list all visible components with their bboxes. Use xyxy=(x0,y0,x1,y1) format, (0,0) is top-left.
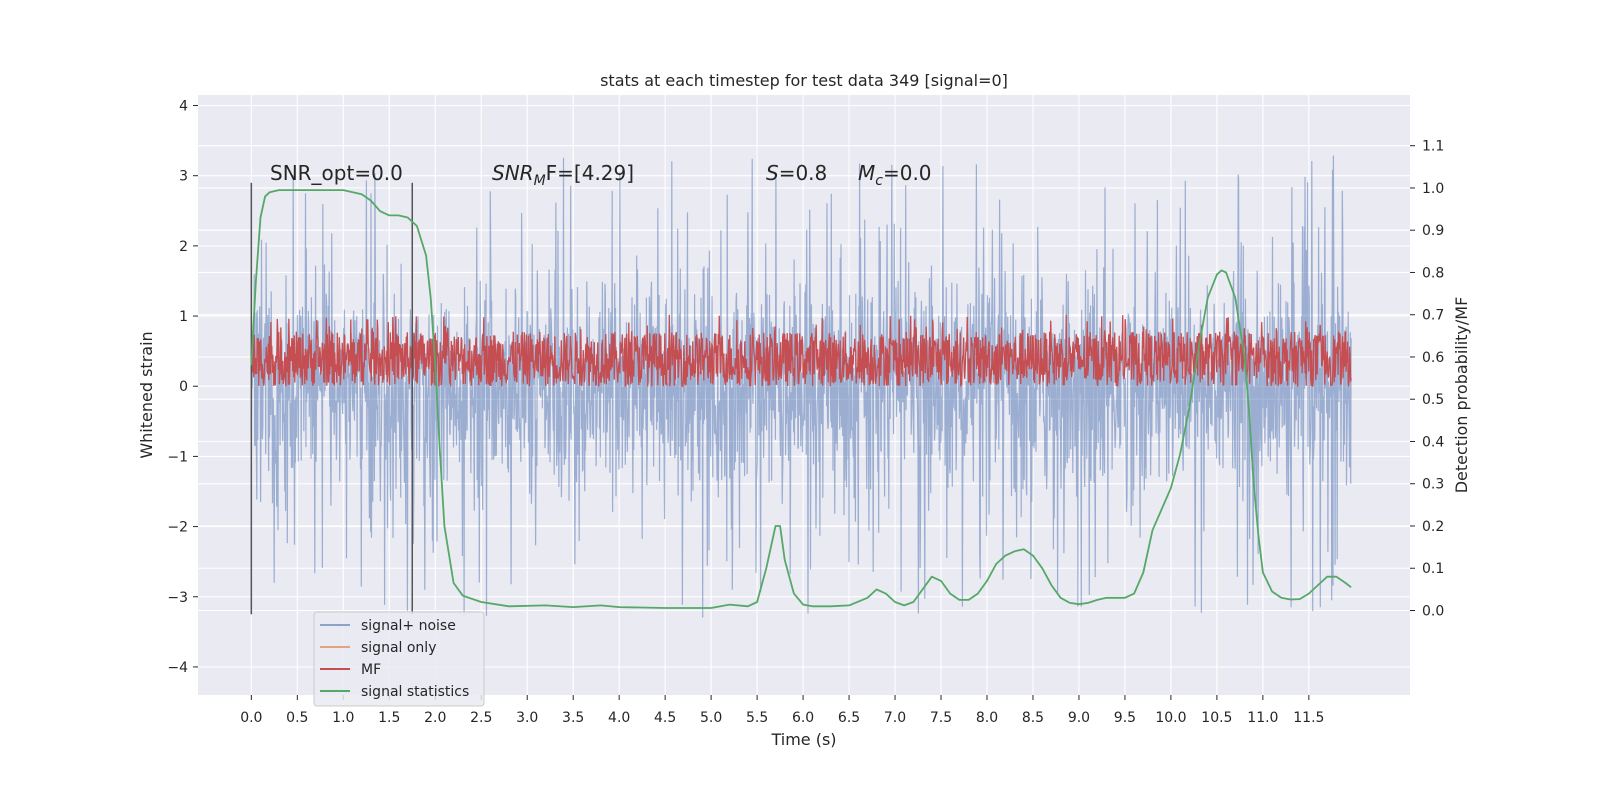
y2-tick-label: 0.5 xyxy=(1422,392,1444,408)
legend-label: signal statistics xyxy=(361,684,469,700)
annotation-mc: Mc=0.0 xyxy=(858,161,932,189)
y2-tick-label: 0.8 xyxy=(1422,265,1444,281)
y2-tick-label: 0.7 xyxy=(1422,308,1444,324)
annotation-s-rest: =0.8 xyxy=(779,161,828,185)
x-tick-label: 11.0 xyxy=(1247,710,1278,726)
y-axis-ticks: −4 −3 −2 −1 0 1 2 3 4 xyxy=(167,99,198,676)
x-tick-label: 2.0 xyxy=(424,710,446,726)
x-tick-label: 9.5 xyxy=(1114,710,1136,726)
y-tick-label: −1 xyxy=(167,449,188,465)
y-tick-label: −4 xyxy=(167,660,188,676)
annotation-mc-base: M xyxy=(858,161,875,185)
y2-tick-label: 1.0 xyxy=(1422,181,1444,197)
signal-statistics-line xyxy=(250,189,1352,609)
x-tick-label: 9.0 xyxy=(1068,710,1090,726)
annotation-mc-rest: =0.0 xyxy=(883,161,932,185)
legend-box xyxy=(313,611,485,707)
y2-tick-label: 0.3 xyxy=(1422,477,1444,493)
annotation-mc-sub: c xyxy=(875,173,883,189)
x-tick-label: 6.0 xyxy=(792,710,814,726)
x-tick-label: 3.0 xyxy=(516,710,538,726)
y2-tick-label: 0.9 xyxy=(1422,223,1444,239)
y-axis-label: Whitened strain xyxy=(137,331,156,458)
y-tick-label: −2 xyxy=(167,520,188,536)
legend: signal+ noise signal only MF signal statist… xyxy=(313,611,485,707)
vertical-lines xyxy=(250,182,414,615)
x-tick-label: 10.5 xyxy=(1201,710,1232,726)
annotation-s: S=0.8 xyxy=(766,161,827,185)
x-tick-label: 2.5 xyxy=(470,710,492,726)
x-tick-label: 8.5 xyxy=(1022,710,1044,726)
y2-tick-label: 1.1 xyxy=(1422,139,1444,155)
x-axis-label: Time (s) xyxy=(770,730,836,749)
y2-axis-ticks: 0.0 0.1 0.2 0.3 0.4 0.5 0.6 0.7 0.8 0.9 1.0 1.1 xyxy=(1410,139,1444,619)
annotation-snr-opt: SNR_opt=0.0 xyxy=(270,161,403,185)
legend-label: signal only xyxy=(361,640,436,656)
x-tick-label: 4.5 xyxy=(654,710,676,726)
legend-label: signal+ noise xyxy=(361,618,456,634)
x-tick-label: 10.0 xyxy=(1155,710,1186,726)
x-tick-label: 11.5 xyxy=(1293,710,1324,726)
x-tick-label: 7.5 xyxy=(930,710,952,726)
x-tick-label: 4.0 xyxy=(608,710,630,726)
x-tick-label: 5.5 xyxy=(746,710,768,726)
y-tick-label: −3 xyxy=(167,590,188,606)
y2-tick-label: 0.6 xyxy=(1422,350,1444,366)
chart-title: stats at each timestep for test data 349… xyxy=(600,71,1008,90)
y-tick-label: 1 xyxy=(179,309,188,325)
y2-tick-label: 0.0 xyxy=(1422,603,1444,619)
y-tick-label: 2 xyxy=(179,239,188,255)
annotation-s-base: S xyxy=(766,161,779,185)
series-signal-statistics xyxy=(250,189,1352,609)
legend-label: MF xyxy=(361,662,381,678)
y-tick-label: 3 xyxy=(179,169,188,185)
y-tick-label: 4 xyxy=(179,99,188,115)
x-tick-label: 0.0 xyxy=(240,710,262,726)
y-tick-label: 0 xyxy=(179,379,188,395)
x-tick-label: 8.0 xyxy=(976,710,998,726)
y2-tick-label: 0.2 xyxy=(1422,519,1444,535)
x-tick-label: 5.0 xyxy=(700,710,722,726)
x-tick-label: 6.5 xyxy=(838,710,860,726)
x-tick-label: 3.5 xyxy=(562,710,584,726)
y2-tick-label: 0.4 xyxy=(1422,434,1444,450)
x-axis-ticks: 0.0 0.5 1.0 1.5 2.0 2.5 3.0 3.5 4.0 4.5 5.0 5.5 6.0 6… xyxy=(240,695,1324,726)
annotation-snr-mf-rest: F=[4.29] xyxy=(546,161,634,185)
y2-tick-label: 0.1 xyxy=(1422,561,1444,577)
x-tick-label: 1.5 xyxy=(378,710,400,726)
annotation-snr-mf-base: SNR xyxy=(492,161,534,185)
y2-axis-label: Detection probability/MF xyxy=(1452,297,1471,494)
x-tick-label: 1.0 xyxy=(332,710,354,726)
annotation-snr-mf: SNRMF=[4.29] xyxy=(492,161,634,189)
annotation-snr-mf-sub: M xyxy=(534,173,546,189)
x-tick-label: 7.0 xyxy=(884,710,906,726)
x-tick-label: 0.5 xyxy=(286,710,308,726)
